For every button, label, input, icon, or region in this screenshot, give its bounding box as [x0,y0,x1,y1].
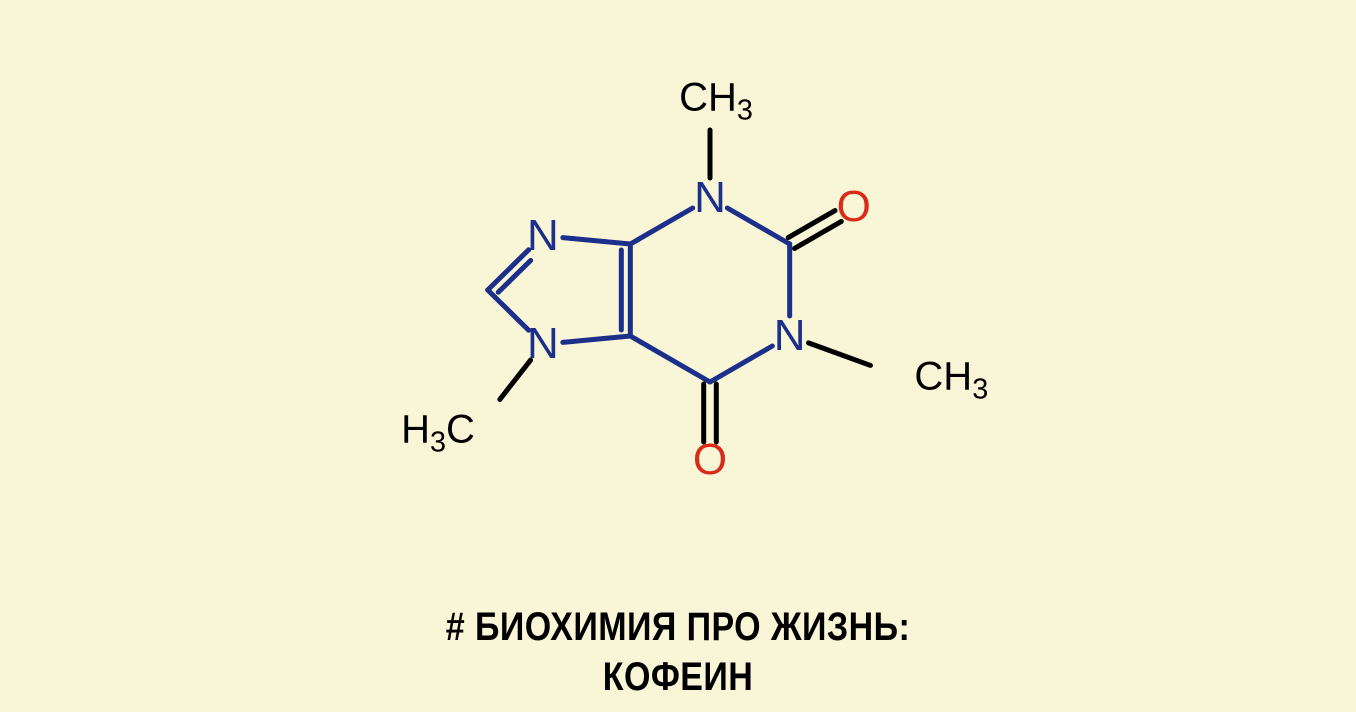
ch3-top-label: CH3 [679,76,753,121]
caption-line-1: # БИОХИМИЯ ПРО ЖИЗНЬ: [102,605,1255,650]
n9-label: N [527,319,559,369]
n7-label: N [527,211,559,261]
ch3-right-label: CH3 [914,355,988,400]
n3-label: N [774,311,806,361]
o-top-label: O [837,182,871,232]
o-bot-label: O [693,435,727,485]
ch3-left-label: H3C [401,408,475,453]
caption-line-2: КОФЕИН [102,655,1255,700]
infographic-canvas: N N N N O O CH3 CH3 H3C # БИОХИМИЯ ПРО ЖИЗНЬ: КО… [0,0,1356,712]
n1-label: N [694,173,726,223]
